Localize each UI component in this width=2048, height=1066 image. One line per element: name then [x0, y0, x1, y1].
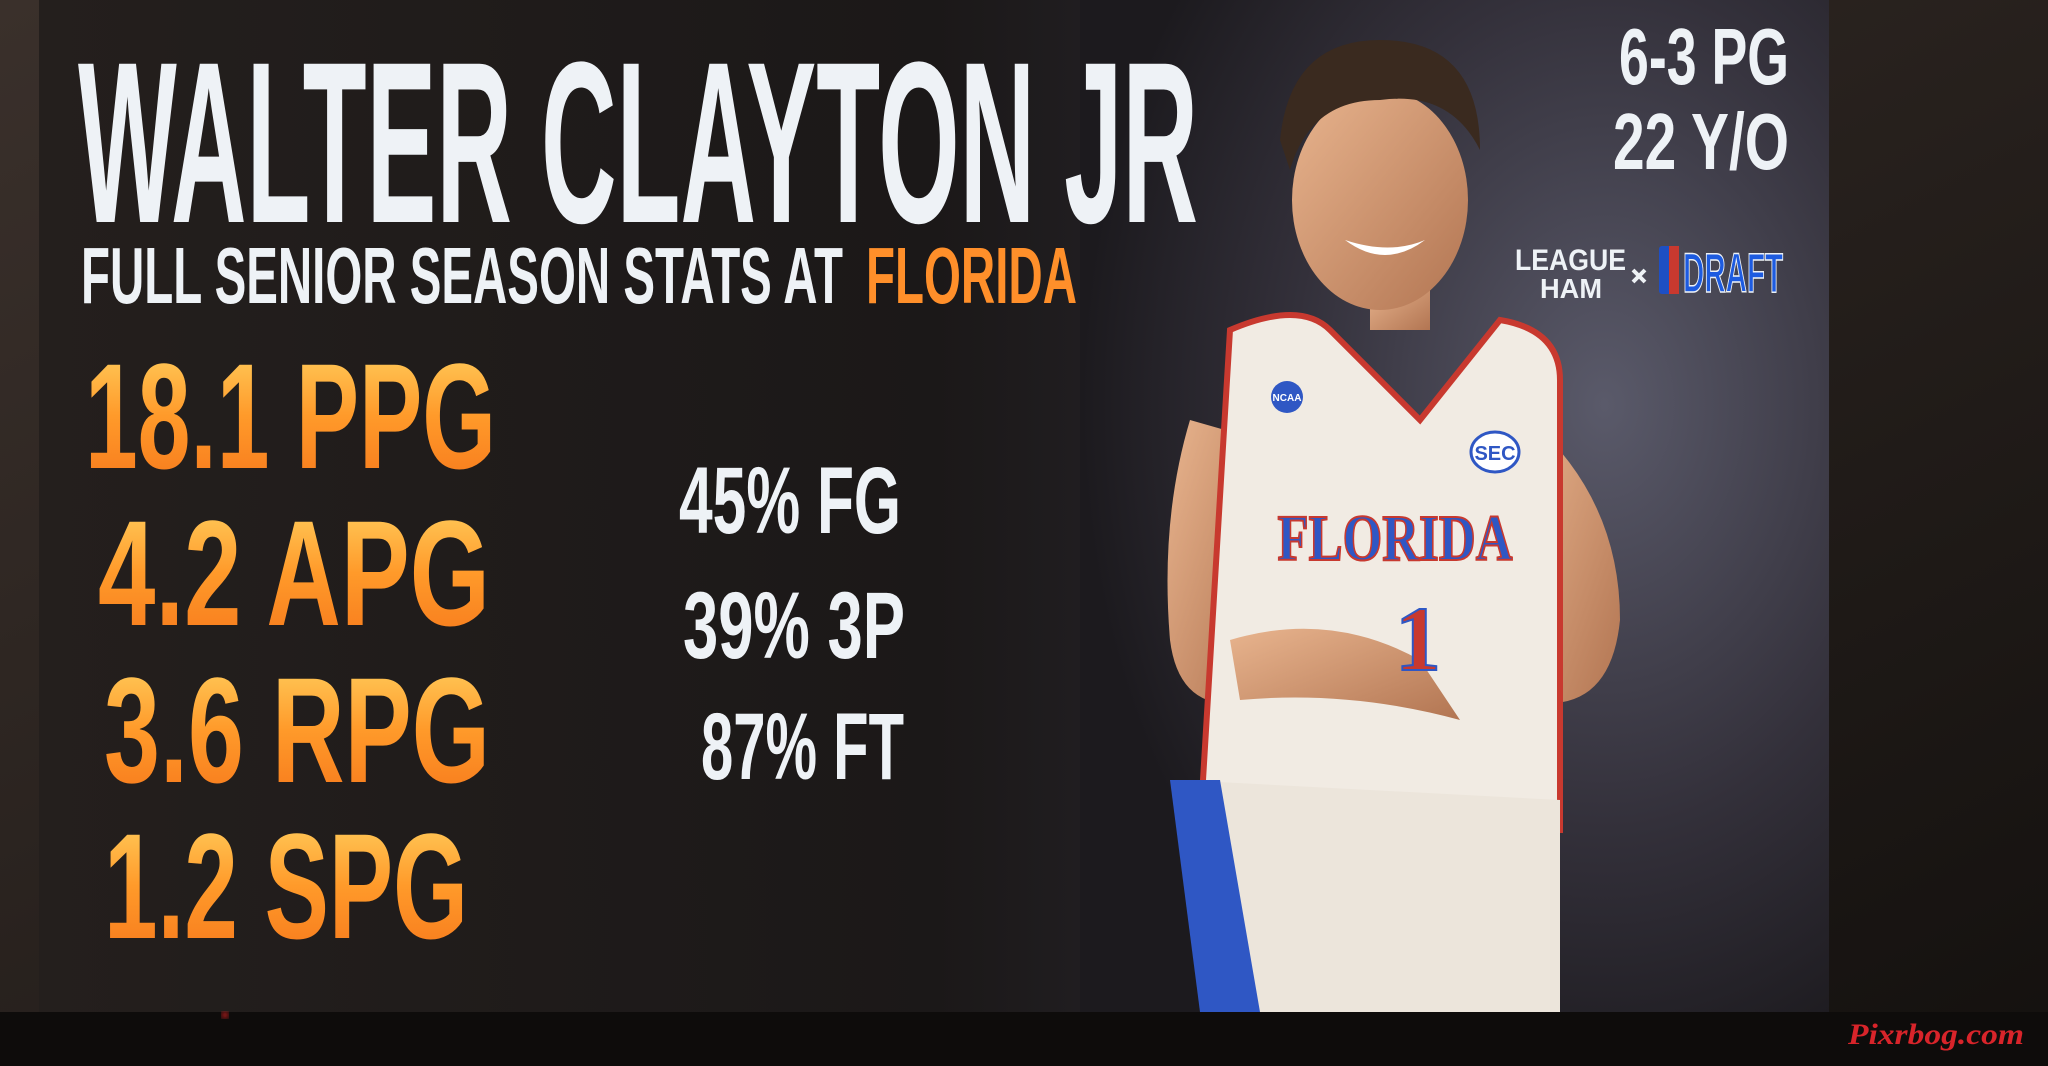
league-logo: LEAGUE	[1515, 244, 1626, 277]
stat-ft: 87% FT	[701, 694, 904, 800]
title: WALTER CLAYTON JR	[78, 14, 1198, 271]
stat-ppg: 18.1 PPG	[85, 332, 496, 500]
badge-text: NCAA	[1273, 393, 1302, 404]
height-position: 6-3 PG	[1619, 12, 1789, 101]
draft-logo: DRAFT	[1683, 241, 1783, 304]
stat-fg: 45% FG	[679, 448, 901, 554]
badge-circle	[1271, 381, 1303, 413]
ham-logo: HAM	[1540, 273, 1602, 304]
subtitle: FULL SENIOR SEASON STATS AT	[81, 231, 843, 320]
stat-3p: 39% 3P	[683, 573, 905, 679]
tv-power-light	[222, 1012, 228, 1018]
stat-apg: 4.2 APG	[98, 489, 490, 657]
conference-logo: SEC	[1474, 443, 1515, 465]
jersey-number: 1	[1395, 588, 1441, 690]
per-game-stats: 18.1 PPG 4.2 APG 3.6 RPG 1.2 SPG	[85, 332, 496, 970]
stat-rpg: 3.6 RPG	[104, 646, 490, 814]
watermark: Pixrbog.com	[1847, 1018, 2024, 1051]
subtitle-highlight: FLORIDA	[866, 231, 1077, 320]
logos: LEAGUE HAM DRAFT	[1515, 240, 1784, 305]
player-figure: NCAA SEC FLORIDA 1	[1167, 40, 1620, 1012]
jersey-school: FLORIDA	[1278, 502, 1513, 575]
tv-stand	[0, 1012, 2048, 1066]
shooting-stats: 45% FG 39% 3P 87% FT	[679, 448, 905, 800]
age: 22 Y/O	[1613, 97, 1789, 186]
stat-spg: 1.2 SPG	[104, 802, 468, 970]
